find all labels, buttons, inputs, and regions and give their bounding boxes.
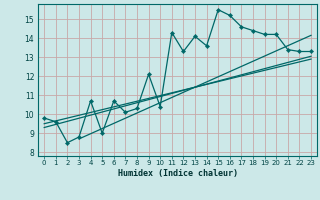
X-axis label: Humidex (Indice chaleur): Humidex (Indice chaleur)	[118, 169, 238, 178]
